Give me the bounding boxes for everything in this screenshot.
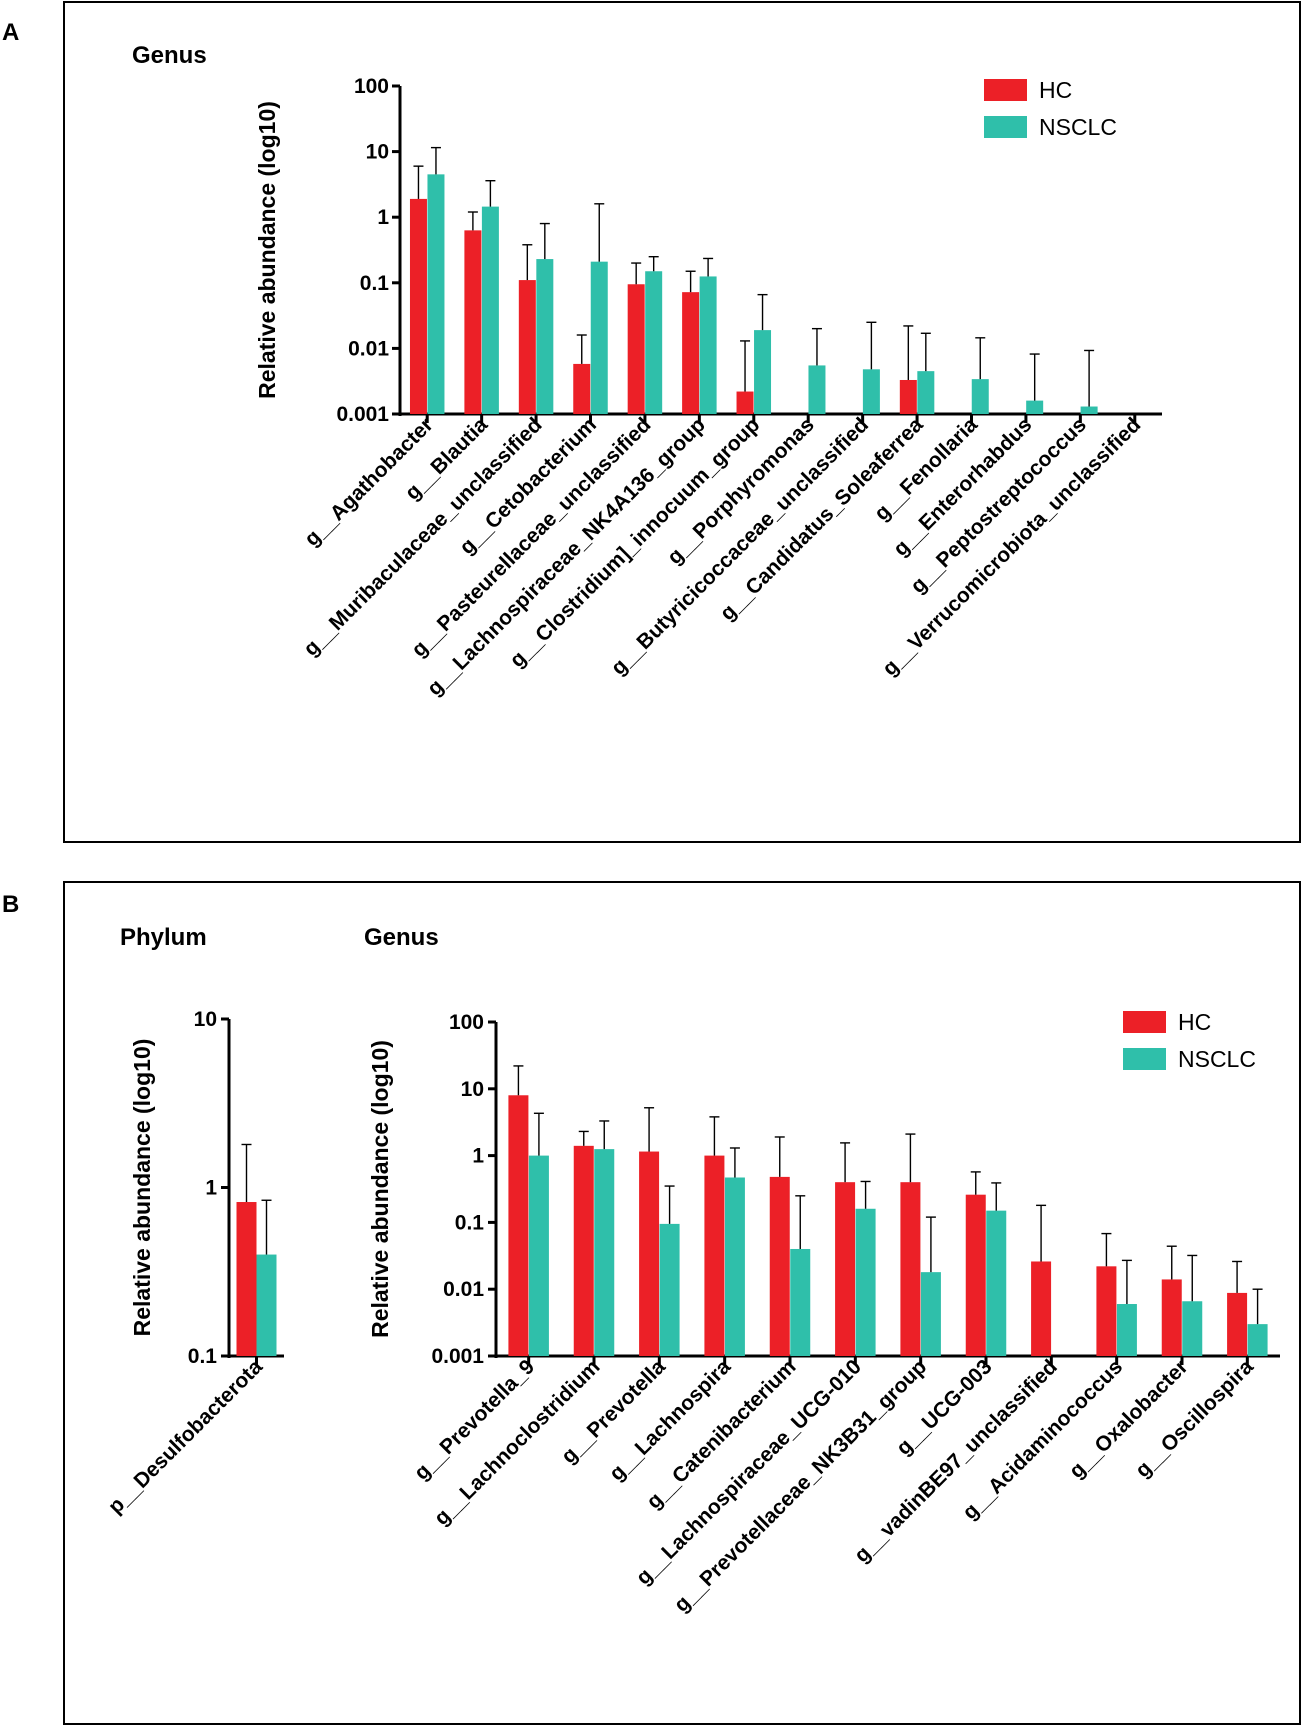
- b-genus-bar-hc: [1031, 1261, 1052, 1356]
- b-genus-y-tick-label: 1: [472, 1145, 484, 1168]
- a-genus-y-tick-label: 100: [354, 75, 389, 98]
- a-genus-bar-nsclc: [1080, 406, 1098, 414]
- a-genus-legend-swatch-nsclc: [984, 116, 1027, 138]
- a-genus-bar-nsclc: [808, 365, 826, 414]
- panel-b-genus-title: Genus: [364, 924, 439, 951]
- a-genus-category-label: g__Clostridium]_innocuum_group: [506, 413, 765, 672]
- b-genus-bar-hc: [835, 1182, 856, 1356]
- b-phylum-y-axis-label: Relative abundance (log10): [129, 1039, 155, 1337]
- b-genus-bar-nsclc: [1182, 1301, 1203, 1356]
- b-phylum-y-tick-label: 1: [205, 1177, 217, 1200]
- a-genus-bar-nsclc: [1026, 400, 1044, 414]
- a-genus-legend-label-hc: HC: [1039, 77, 1072, 103]
- b-phylum-y-tick-label: 0.1: [188, 1345, 218, 1368]
- panel-a-frame: [63, 1, 1301, 843]
- panel-b-phylum-title: Phylum: [120, 924, 207, 951]
- a-genus-legend-swatch-hc: [984, 79, 1027, 101]
- a-genus-y-axis-label: Relative abundance (log10): [254, 101, 280, 399]
- a-genus-bar-nsclc: [645, 271, 663, 414]
- b-genus-category-label: g__Prevotella_9: [410, 1355, 539, 1484]
- b-genus-bar-hc: [573, 1145, 594, 1356]
- b-genus-bar-nsclc: [1116, 1304, 1137, 1356]
- panel-a-genus-title: Genus: [132, 42, 207, 69]
- a-genus-bar-nsclc: [699, 276, 717, 414]
- b-genus-y-tick-label: 0.01: [443, 1278, 484, 1301]
- b-genus-category-label: g__Oscillospira: [1131, 1355, 1258, 1482]
- panel-b-letter: B: [2, 891, 19, 918]
- chart-b-phylum: 0.1 1 10 Relative abundance (log10) p__Desul…: [104, 1008, 284, 1518]
- a-genus-bar-hc: [573, 363, 591, 414]
- a-genus-bar-nsclc: [917, 371, 935, 414]
- a-genus-bar-nsclc: [754, 330, 772, 414]
- b-genus-bar-nsclc: [855, 1208, 876, 1356]
- b-genus-bar-hc: [639, 1151, 660, 1356]
- panel-b-frame: [63, 881, 1301, 1725]
- b-phylum-bar-nsclc: [256, 1254, 277, 1356]
- b-genus-bar-nsclc: [724, 1177, 745, 1356]
- a-genus-bar-hc: [464, 230, 482, 414]
- b-genus-bar-nsclc: [986, 1210, 1007, 1356]
- a-genus-bar-nsclc: [536, 259, 554, 414]
- chart-a-genus: 0.001 0.01 0.1 1 10 100 Relative abundance (lo…: [254, 75, 1162, 700]
- a-genus-y-tick-label: 0.1: [360, 272, 390, 295]
- b-phylum-bar-hc: [236, 1202, 257, 1356]
- a-genus-bar-nsclc: [971, 379, 989, 414]
- b-genus-bar-hc: [704, 1155, 725, 1356]
- b-genus-legend-label-nsclc: NSCLC: [1178, 1046, 1256, 1072]
- b-genus-category-label: g__Lachnospira: [605, 1355, 735, 1485]
- a-genus-y-tick-label: 1: [377, 206, 389, 229]
- b-genus-bar-hc: [1161, 1279, 1182, 1356]
- b-genus-bar-hc: [769, 1176, 790, 1356]
- a-genus-bar-nsclc: [590, 261, 608, 414]
- b-genus-bar-nsclc: [528, 1155, 549, 1356]
- a-genus-bar-nsclc: [427, 174, 445, 414]
- a-genus-bar-nsclc: [862, 369, 880, 414]
- b-genus-category-label: g__Oxalobacter: [1065, 1355, 1193, 1483]
- a-genus-y-tick-label: 10: [366, 141, 389, 164]
- b-genus-legend-swatch-hc: [1123, 1011, 1166, 1033]
- a-genus-y-tick-label: 0.01: [348, 337, 389, 360]
- b-phylum-category-label: p__Desulfobacterota: [104, 1355, 267, 1518]
- b-genus-legend-label-hc: HC: [1178, 1009, 1211, 1035]
- b-genus-y-tick-label: 0.001: [431, 1345, 484, 1368]
- a-genus-bar-hc: [409, 198, 427, 414]
- b-genus-bar-nsclc: [790, 1248, 811, 1356]
- a-genus-bar-hc: [736, 391, 754, 414]
- b-genus-bar-hc: [965, 1194, 986, 1356]
- b-genus-y-axis-label: Relative abundance (log10): [367, 1040, 393, 1338]
- a-genus-y-tick-label: 0.001: [336, 403, 389, 426]
- b-genus-bar-nsclc: [1247, 1324, 1268, 1356]
- a-genus-bar-hc: [518, 280, 536, 414]
- a-genus-bar-hc: [627, 284, 645, 414]
- b-phylum-y-tick-label: 10: [194, 1008, 217, 1031]
- panel-a-letter: A: [2, 19, 19, 46]
- a-genus-bar-hc: [899, 379, 917, 414]
- a-genus-bar-nsclc: [481, 206, 499, 414]
- a-genus-legend-label-nsclc: NSCLC: [1039, 114, 1117, 140]
- b-genus-bar-hc: [508, 1095, 529, 1356]
- b-genus-legend-swatch-nsclc: [1123, 1048, 1166, 1070]
- b-genus-bar-nsclc: [920, 1272, 941, 1356]
- b-genus-bar-hc: [1096, 1266, 1117, 1356]
- b-genus-bar-hc: [1227, 1292, 1248, 1356]
- b-genus-y-tick-label: 100: [449, 1011, 484, 1034]
- b-genus-y-tick-label: 0.1: [455, 1211, 485, 1234]
- chart-b-genus: 0.001 0.01 0.1 1 10 100 Relative abundance (lo…: [367, 1009, 1280, 1617]
- b-genus-y-tick-label: 10: [461, 1078, 484, 1101]
- b-genus-bar-nsclc: [659, 1223, 680, 1356]
- a-genus-bar-hc: [682, 292, 700, 414]
- b-genus-bar-hc: [900, 1182, 921, 1356]
- b-genus-bar-nsclc: [594, 1149, 615, 1356]
